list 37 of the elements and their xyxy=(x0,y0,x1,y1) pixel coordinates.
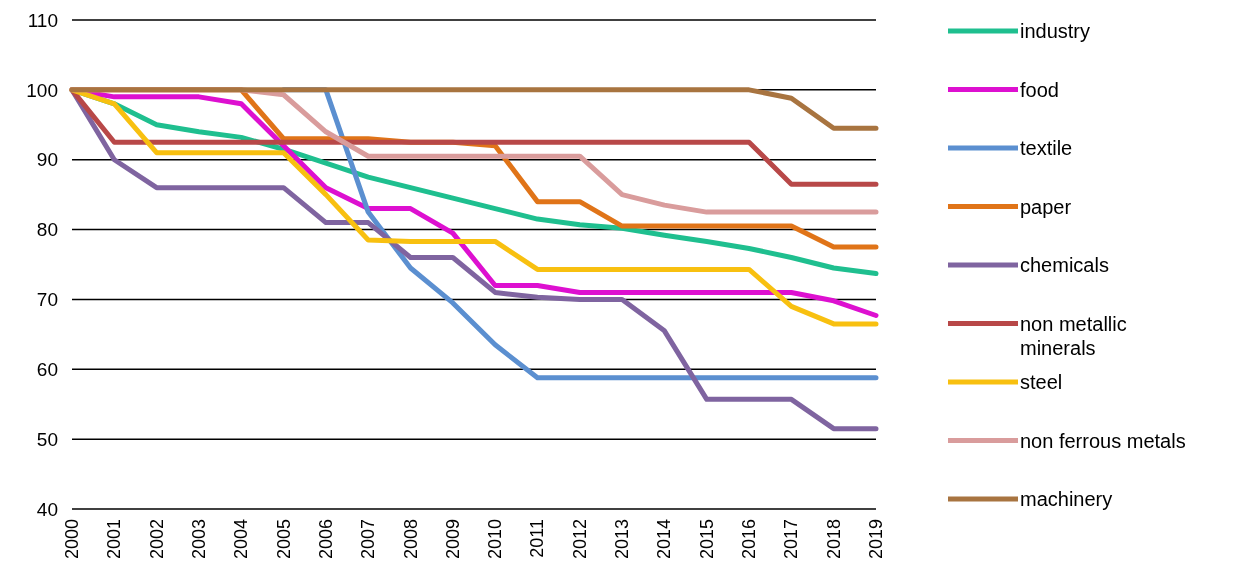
x-tick-label: 2019 xyxy=(866,519,886,560)
legend-label: non metallic minerals xyxy=(1020,312,1127,359)
legend-label: food xyxy=(1020,78,1059,101)
x-tick-label: 2011 xyxy=(527,519,548,558)
y-tick-label: 40 xyxy=(36,498,58,520)
x-tick-label: 2018 xyxy=(823,519,844,560)
legend-label: paper xyxy=(1020,195,1072,218)
x-tick-label: 2017 xyxy=(781,519,802,560)
y-tick-label: 80 xyxy=(36,219,58,241)
y-tick-label: 110 xyxy=(27,9,58,31)
x-tick-label: 2008 xyxy=(400,519,421,560)
x-tick-label: 2000 xyxy=(62,519,82,560)
x-tick-label: 2004 xyxy=(231,519,252,560)
x-tick-label: 2001 xyxy=(104,519,125,560)
y-tick-label: 100 xyxy=(26,79,58,101)
x-tick-label: 2003 xyxy=(188,519,209,560)
y-tick-label: 60 xyxy=(36,358,58,380)
y-tick-label: 50 xyxy=(36,428,58,450)
x-tick-label: 2002 xyxy=(146,519,167,560)
x-tick-label: 2009 xyxy=(442,519,463,560)
y-tick-label: 90 xyxy=(36,149,58,171)
x-tick-label: 2010 xyxy=(485,519,506,560)
x-tick-label: 2015 xyxy=(696,519,717,560)
x-tick-label: 2014 xyxy=(654,519,675,560)
x-tick-label: 2006 xyxy=(315,519,336,560)
x-tick-label: 2012 xyxy=(569,519,590,560)
legend-label: industry xyxy=(1020,20,1091,42)
legend-label: non ferrous metals xyxy=(1020,429,1186,452)
legend-label: steel xyxy=(1020,371,1063,393)
legend-label: machinery xyxy=(1020,488,1113,510)
legend-label: chemicals xyxy=(1020,254,1109,276)
x-tick-label: 2007 xyxy=(358,519,379,560)
x-tick-label: 2005 xyxy=(273,519,294,560)
x-tick-label: 2013 xyxy=(612,519,633,560)
x-tick-label: 2016 xyxy=(739,519,760,560)
y-tick-label: 70 xyxy=(36,289,58,311)
legend-label: textile xyxy=(1020,137,1073,159)
